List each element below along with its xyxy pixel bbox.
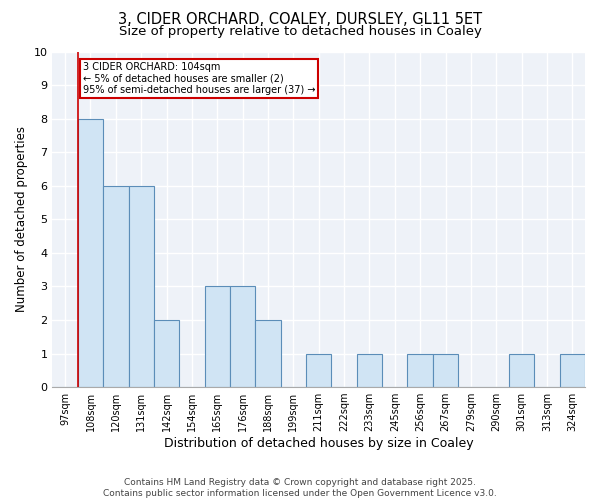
Bar: [78, 118, 103, 387]
Text: Contains HM Land Registry data © Crown copyright and database right 2025.
Contai: Contains HM Land Registry data © Crown c…: [103, 478, 497, 498]
Text: Size of property relative to detached houses in Coaley: Size of property relative to detached ho…: [119, 25, 481, 38]
Bar: [154, 320, 179, 387]
Bar: [306, 354, 331, 387]
X-axis label: Distribution of detached houses by size in Coaley: Distribution of detached houses by size …: [164, 437, 473, 450]
Bar: [256, 320, 281, 387]
Bar: [230, 286, 256, 387]
Bar: [509, 354, 534, 387]
Y-axis label: Number of detached properties: Number of detached properties: [15, 126, 28, 312]
Bar: [205, 286, 230, 387]
Bar: [357, 354, 382, 387]
Bar: [560, 354, 585, 387]
Bar: [433, 354, 458, 387]
Bar: [407, 354, 433, 387]
Bar: [128, 186, 154, 387]
Text: 3, CIDER ORCHARD, COALEY, DURSLEY, GL11 5ET: 3, CIDER ORCHARD, COALEY, DURSLEY, GL11 …: [118, 12, 482, 28]
Text: 3 CIDER ORCHARD: 104sqm
← 5% of detached houses are smaller (2)
95% of semi-deta: 3 CIDER ORCHARD: 104sqm ← 5% of detached…: [83, 62, 316, 95]
Bar: [103, 186, 128, 387]
